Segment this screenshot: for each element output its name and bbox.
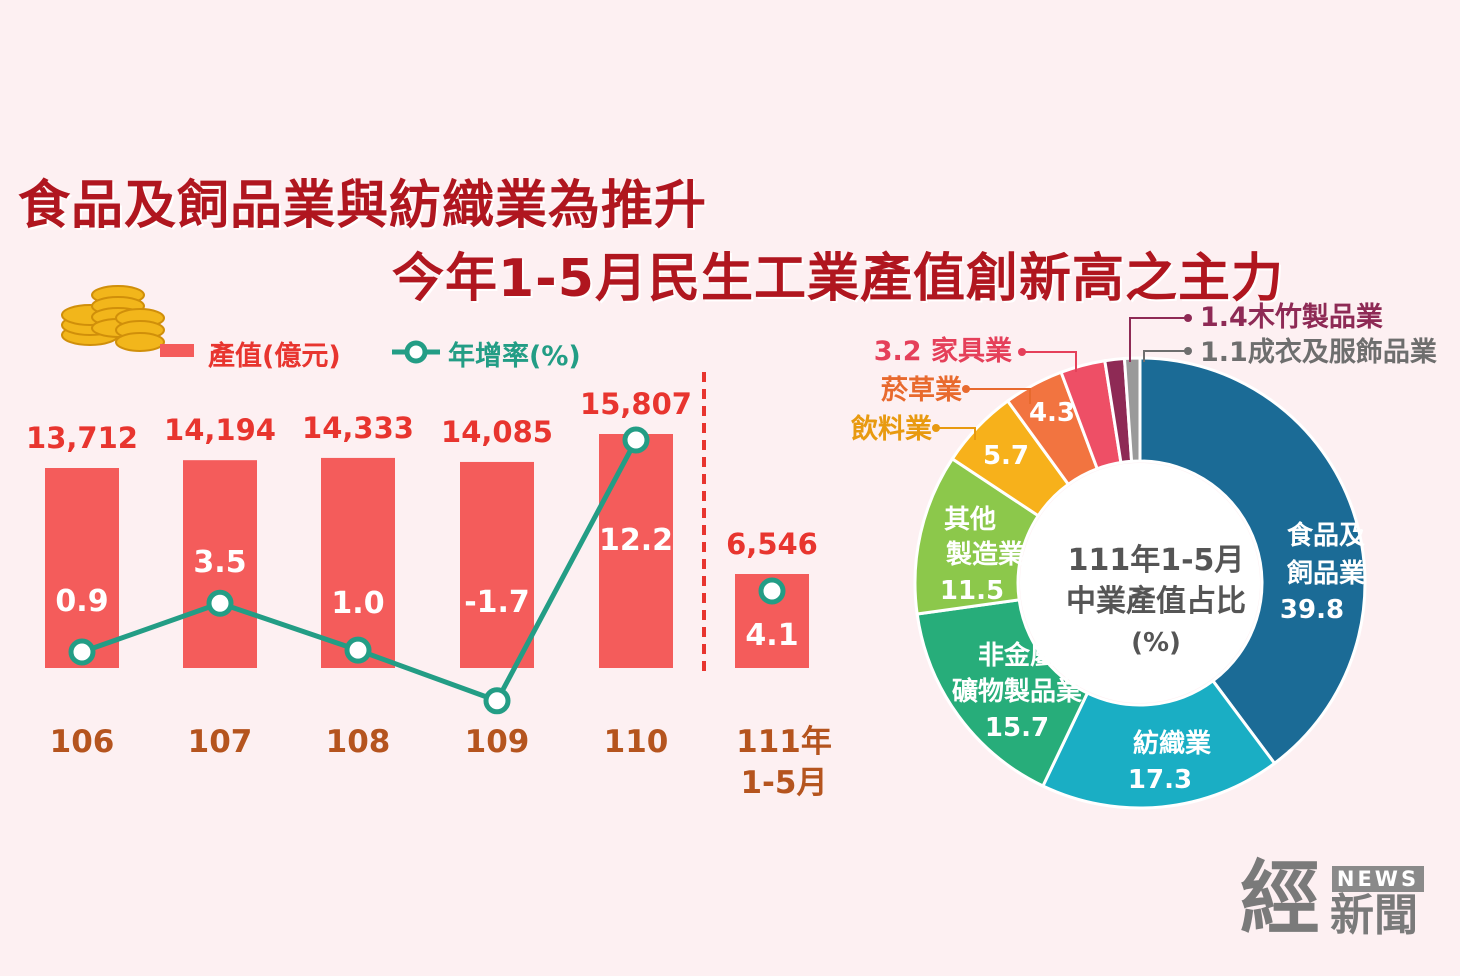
growth-label-1: 3.5 <box>193 545 246 580</box>
growth-label-0: 0.9 <box>55 584 108 619</box>
slice-label-2-0: 非金屬 <box>978 640 1056 671</box>
bar-1 <box>183 460 257 668</box>
bar-3 <box>460 461 534 668</box>
donut-slice-0 <box>1138 356 1367 766</box>
slice-label-3-1: 製造業 <box>946 540 1024 570</box>
growth-point-5 <box>758 577 786 605</box>
category-label-3: 109 <box>465 724 530 760</box>
leader-dot-7 <box>1184 314 1192 322</box>
bar-0 <box>45 468 119 668</box>
slice-outside-label-4: 飲料業 <box>850 413 932 445</box>
bar-value-label-0: 13,712 <box>26 421 138 455</box>
leader-dot-6 <box>1018 348 1026 356</box>
donut-hole <box>1020 463 1260 703</box>
slice-label-0-0: 食品及 <box>1287 520 1365 551</box>
logo-sub: 新聞 <box>1330 890 1418 941</box>
slice-label-2-2: 15.7 <box>985 713 1049 743</box>
leader-line-8 <box>1143 350 1188 362</box>
leader-line-6 <box>1022 351 1077 372</box>
slice-label-1-0: 紡織業 <box>1133 728 1211 759</box>
bar-value-label-2: 14,333 <box>302 411 414 445</box>
slice-outside-label-5: 菸草業 <box>881 375 962 406</box>
slice-outside-label-8: 1.1成衣及服飾品業 <box>1200 336 1437 368</box>
donut-center-line-2: 中業產值占比 <box>1066 584 1246 619</box>
growth-label-4: 12.2 <box>599 523 673 558</box>
slice-label-0-1: 飼品業 <box>1287 558 1365 589</box>
category-label-4: 110 <box>604 724 669 760</box>
growth-label-3: -1.7 <box>464 585 530 620</box>
slice-label-3-2: 11.5 <box>940 576 1004 606</box>
growth-label-2: 1.0 <box>331 586 384 621</box>
slice-outside-label-6: 3.2 家具業 <box>874 335 1012 367</box>
leader-line-7 <box>1129 317 1188 362</box>
category-label-5b: 1-5月 <box>740 765 827 801</box>
growth-point-1 <box>206 589 234 617</box>
logo-main: 經 <box>1240 851 1320 945</box>
leader-line-4 <box>936 427 976 440</box>
bar-value-label-4: 15,807 <box>580 387 692 421</box>
slice-label-0-2: 39.8 <box>1280 595 1344 625</box>
bar-4 <box>599 434 673 668</box>
logo-news: NEWS <box>1332 866 1424 892</box>
slice-label-3-0: 其他 <box>944 505 996 535</box>
donut-slice-1 <box>1040 678 1277 810</box>
growth-point-2 <box>344 636 372 664</box>
slice-label-5-0: 4.3 <box>1029 398 1075 428</box>
title-line-2: 今年1-5月民生工業產值創新高之主力 <box>392 249 1284 309</box>
growth-point-3 <box>483 687 511 715</box>
category-label-1: 107 <box>188 724 253 760</box>
growth-label-5: 4.1 <box>745 618 798 653</box>
growth-point-4 <box>622 426 650 454</box>
bar-value-label-3: 14,085 <box>441 415 553 449</box>
category-label-5a: 111年 <box>736 724 832 760</box>
leader-dot-5 <box>962 385 970 393</box>
donut-center-line-3: (%) <box>1131 628 1181 658</box>
category-label-0: 106 <box>50 724 115 760</box>
leader-dot-4 <box>932 424 940 432</box>
leader-line-5 <box>966 388 1031 404</box>
legend-line-label: 年增率(%) <box>448 341 581 372</box>
slice-label-2-1: 礦物製品業 <box>952 676 1082 707</box>
legend-bar-label: 產值(億元) <box>208 341 341 372</box>
slice-outside-label-7: 1.4木竹製品業 <box>1200 301 1383 333</box>
leader-dot-8 <box>1184 347 1192 355</box>
title-line-1: 食品及飼品業與紡織業為推升 <box>18 176 708 236</box>
category-label-2: 108 <box>326 724 391 760</box>
bar-2 <box>321 457 395 668</box>
bar-value-label-1: 14,194 <box>164 413 276 447</box>
slice-label-1-1: 17.3 <box>1128 765 1192 795</box>
donut-center-line-1: 111年1-5月 <box>1068 543 1245 578</box>
growth-point-0 <box>68 638 96 666</box>
slice-label-4-0: 5.7 <box>983 441 1029 471</box>
bar-value-label-5: 6,546 <box>726 527 818 561</box>
